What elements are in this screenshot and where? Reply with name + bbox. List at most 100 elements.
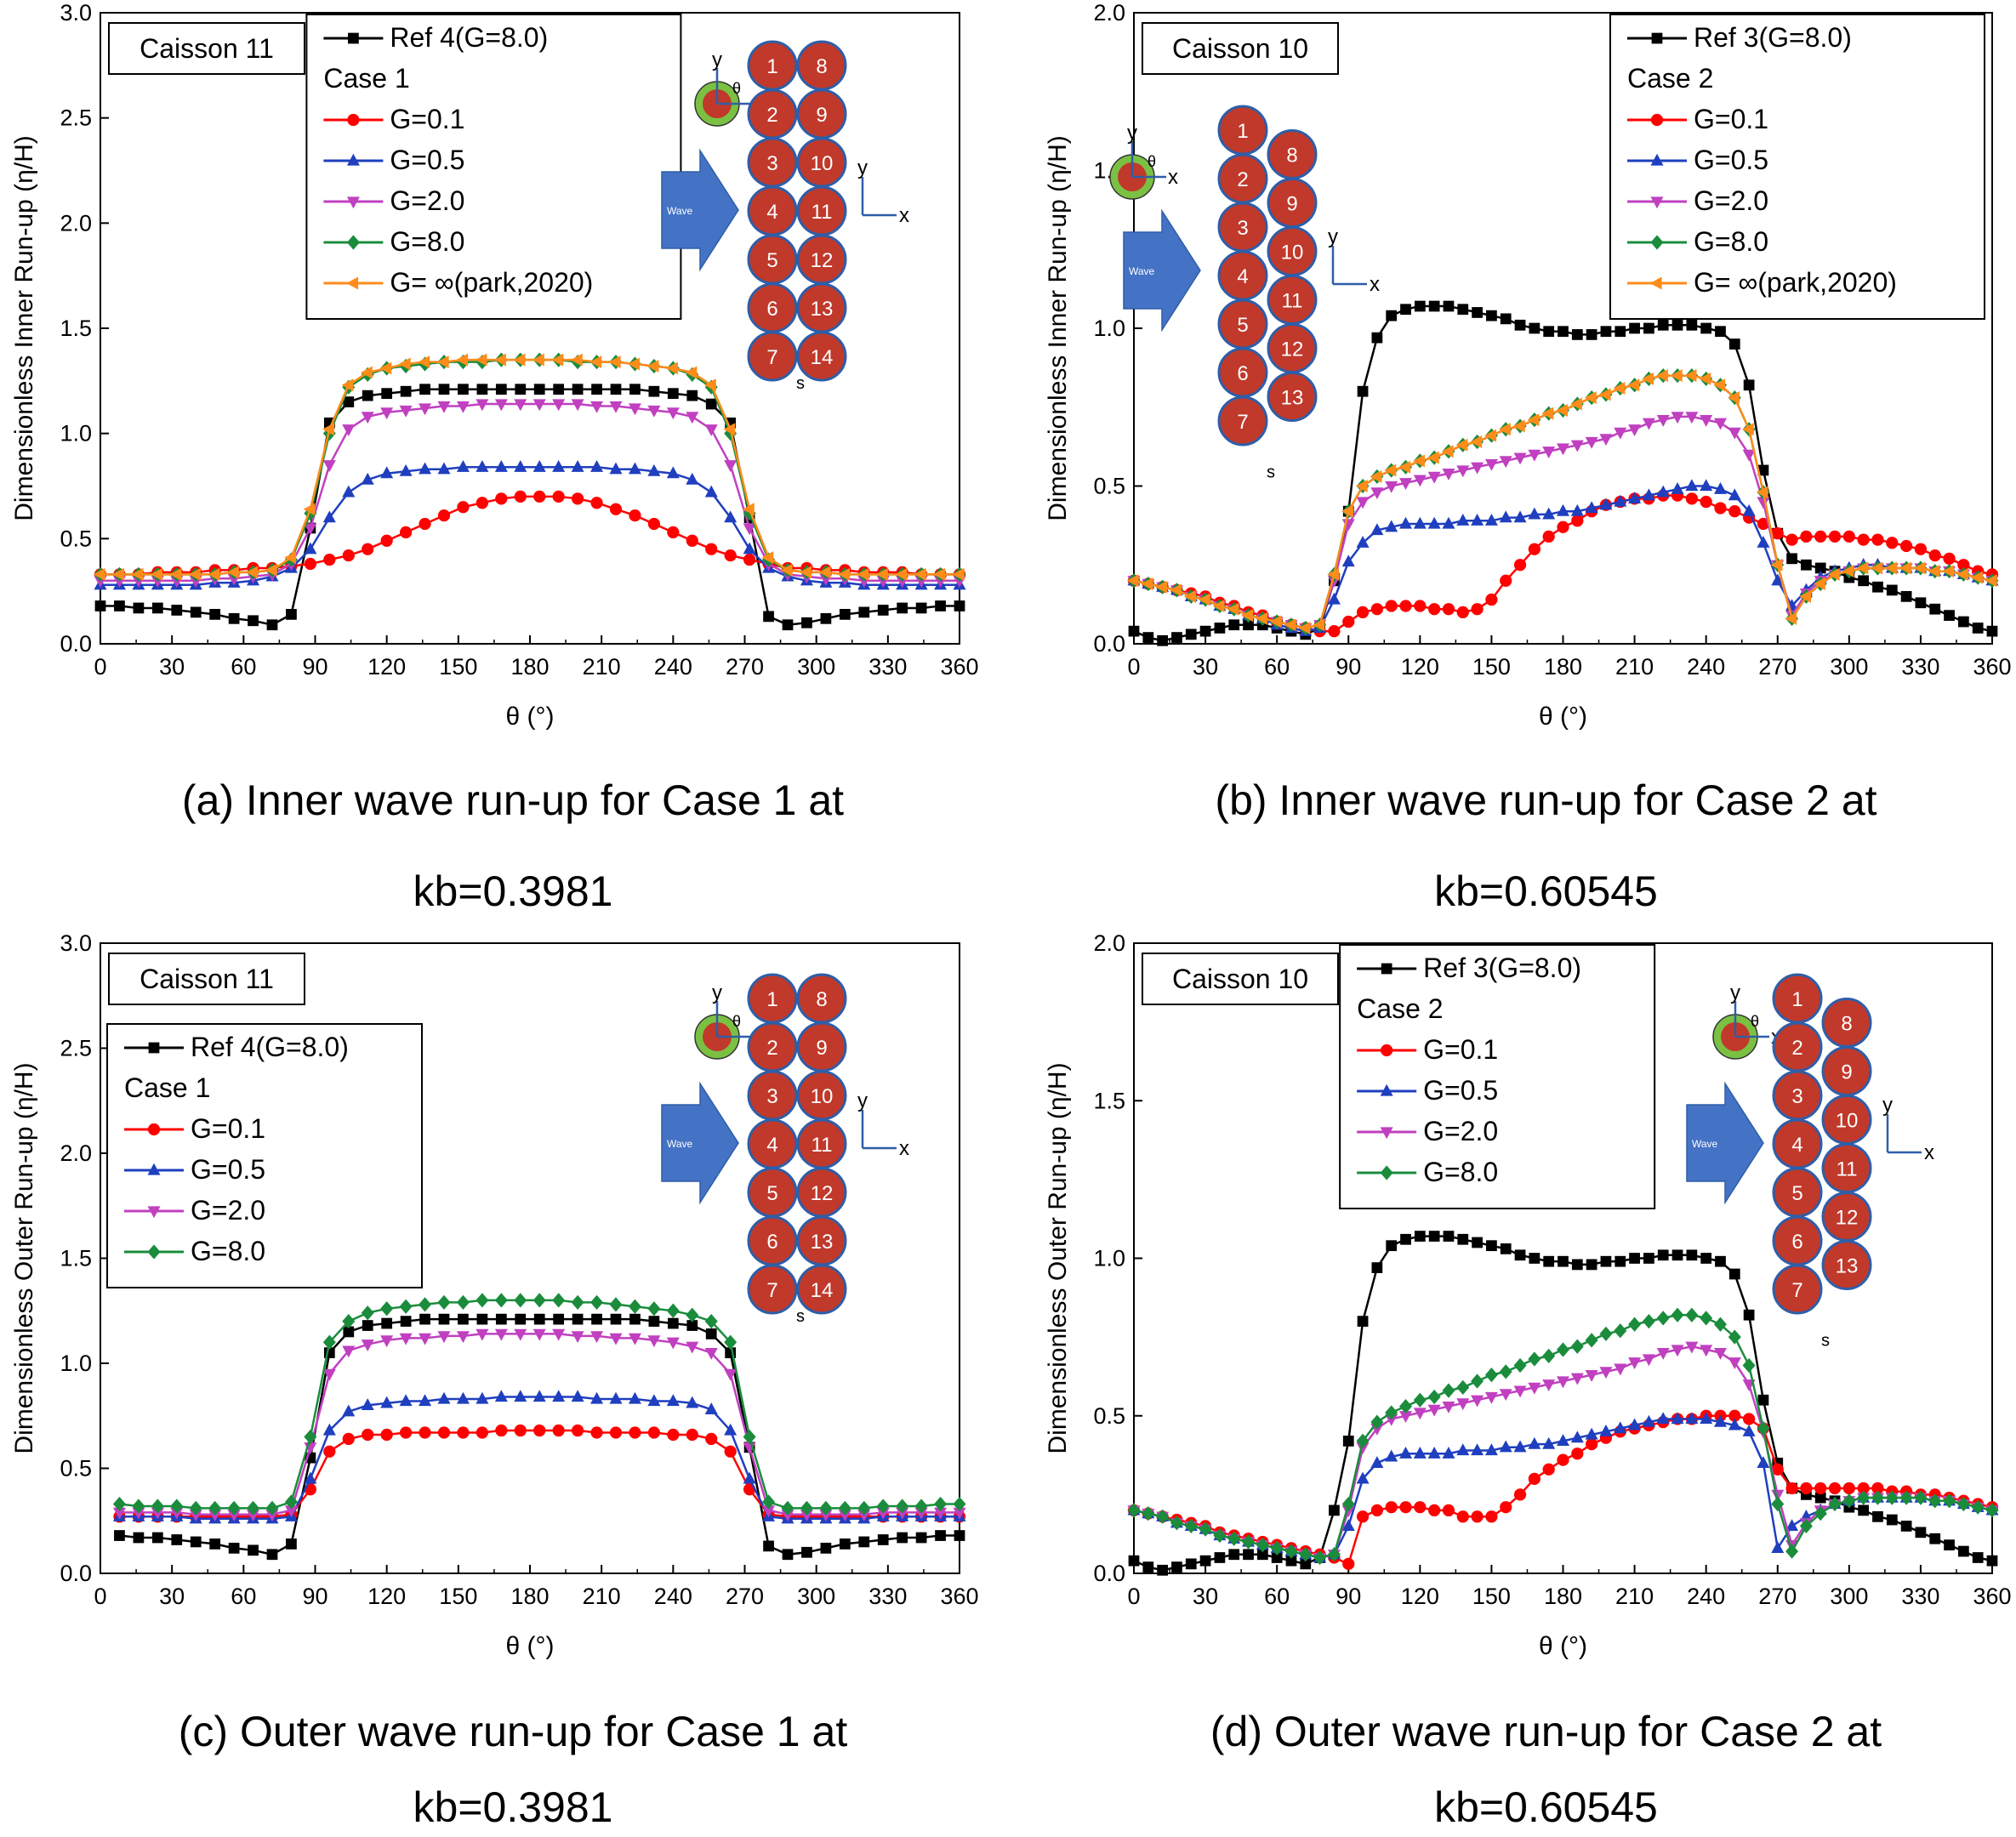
data-point <box>1399 1411 1413 1423</box>
data-point <box>1728 1418 1741 1430</box>
x-tick-label: 30 <box>159 654 185 680</box>
diagram-theta-label: θ <box>1751 1013 1759 1030</box>
x-axis-label: θ (°) <box>1539 702 1587 731</box>
data-point <box>1713 1317 1727 1332</box>
series-3 <box>94 399 966 589</box>
legend-label: G=0.1 <box>390 104 464 134</box>
legend-group-label: Case 2 <box>1627 63 1713 94</box>
x-axis-label: θ (°) <box>506 702 555 731</box>
data-point <box>724 1423 737 1436</box>
data-point <box>1642 1414 1655 1427</box>
data-point <box>456 353 469 367</box>
data-point <box>1499 456 1512 469</box>
data-point <box>1399 1399 1413 1414</box>
data-point <box>1728 488 1741 501</box>
legend-frame <box>1609 14 1985 320</box>
legend-marker <box>1380 1165 1393 1180</box>
data-point <box>151 567 162 581</box>
data-point <box>1228 1549 1240 1561</box>
y-tick-label: 0.0 <box>60 631 92 657</box>
data-point <box>266 1549 278 1561</box>
x-tick-label: 330 <box>1901 1584 1939 1609</box>
data-point <box>494 399 508 412</box>
data-point <box>1614 1363 1627 1376</box>
series-0 <box>1128 1231 1998 1576</box>
legend-label: G= ∞(park,2020) <box>390 267 593 298</box>
x-tick-label: 60 <box>231 654 256 680</box>
data-point <box>532 353 544 367</box>
x-tick-label: 300 <box>797 654 835 680</box>
data-point <box>1456 514 1470 526</box>
data-point <box>1428 603 1441 616</box>
data-point <box>1570 1339 1584 1354</box>
data-point <box>590 1331 604 1344</box>
data-point <box>399 1426 413 1439</box>
data-point <box>1885 1490 1899 1505</box>
data-point <box>1571 1447 1584 1460</box>
data-point <box>1155 580 1168 594</box>
data-point <box>1270 1540 1284 1555</box>
data-point <box>1586 329 1597 340</box>
data-point <box>876 1499 890 1514</box>
data-point <box>1700 1253 1712 1264</box>
data-point <box>1770 558 1783 572</box>
caisson-number: 2 <box>1237 168 1248 191</box>
series-4 <box>1127 1307 1999 1566</box>
data-point <box>571 1331 584 1344</box>
data-point <box>1799 589 1812 603</box>
x-tick-label: 150 <box>439 1584 477 1609</box>
data-point <box>1385 600 1398 612</box>
data-point <box>1771 1489 1785 1502</box>
data-point <box>1171 632 1182 643</box>
data-point <box>1414 600 1427 612</box>
data-point <box>1671 1249 1683 1261</box>
data-point <box>647 405 661 418</box>
data-point <box>476 497 489 509</box>
data-point <box>571 1294 584 1310</box>
data-point <box>322 510 336 523</box>
data-point <box>1800 530 1813 543</box>
data-point <box>476 1313 488 1325</box>
data-point <box>1441 445 1454 458</box>
caisson-number: 12 <box>811 249 834 272</box>
data-point <box>1528 507 1541 520</box>
data-point <box>476 384 488 395</box>
data-point <box>667 1428 680 1442</box>
data-point <box>515 1313 527 1325</box>
x-tick-label: 300 <box>1830 1584 1868 1609</box>
data-point <box>1670 369 1683 383</box>
data-point <box>1256 1549 1268 1561</box>
caisson-label: Caisson 10 <box>1172 33 1308 64</box>
data-point <box>1386 310 1398 321</box>
data-point <box>1728 1329 1741 1345</box>
legend-label: G=2.0 <box>1423 1116 1498 1146</box>
data-point <box>1986 625 1998 637</box>
x-tick-label: 360 <box>1973 654 2011 680</box>
data-point <box>704 1313 718 1329</box>
legend-group-label: Case 2 <box>1357 993 1443 1024</box>
data-point <box>1599 1425 1613 1436</box>
data-point <box>322 1334 336 1350</box>
caisson-number: 12 <box>1281 338 1304 361</box>
diagram-x-label: x <box>899 204 909 227</box>
data-point <box>1685 1412 1699 1425</box>
data-point <box>1757 497 1770 509</box>
data-point <box>304 542 317 555</box>
data-point <box>1370 1456 1384 1468</box>
data-point <box>1512 419 1525 433</box>
data-point <box>1329 1504 1340 1516</box>
data-point <box>494 459 508 472</box>
x-tick-label: 150 <box>1472 1584 1511 1609</box>
data-point <box>1499 1364 1512 1379</box>
data-point <box>781 1500 794 1516</box>
data-point <box>533 1313 545 1325</box>
series-line <box>100 402 960 583</box>
data-point <box>209 608 221 620</box>
data-point <box>838 1510 851 1522</box>
data-point <box>457 501 470 514</box>
series-3 <box>1127 1341 1999 1565</box>
legend-label: G=2.0 <box>390 185 464 216</box>
caisson-number: 6 <box>766 1231 777 1254</box>
data-point <box>1484 1391 1498 1404</box>
data-point <box>533 1424 546 1437</box>
